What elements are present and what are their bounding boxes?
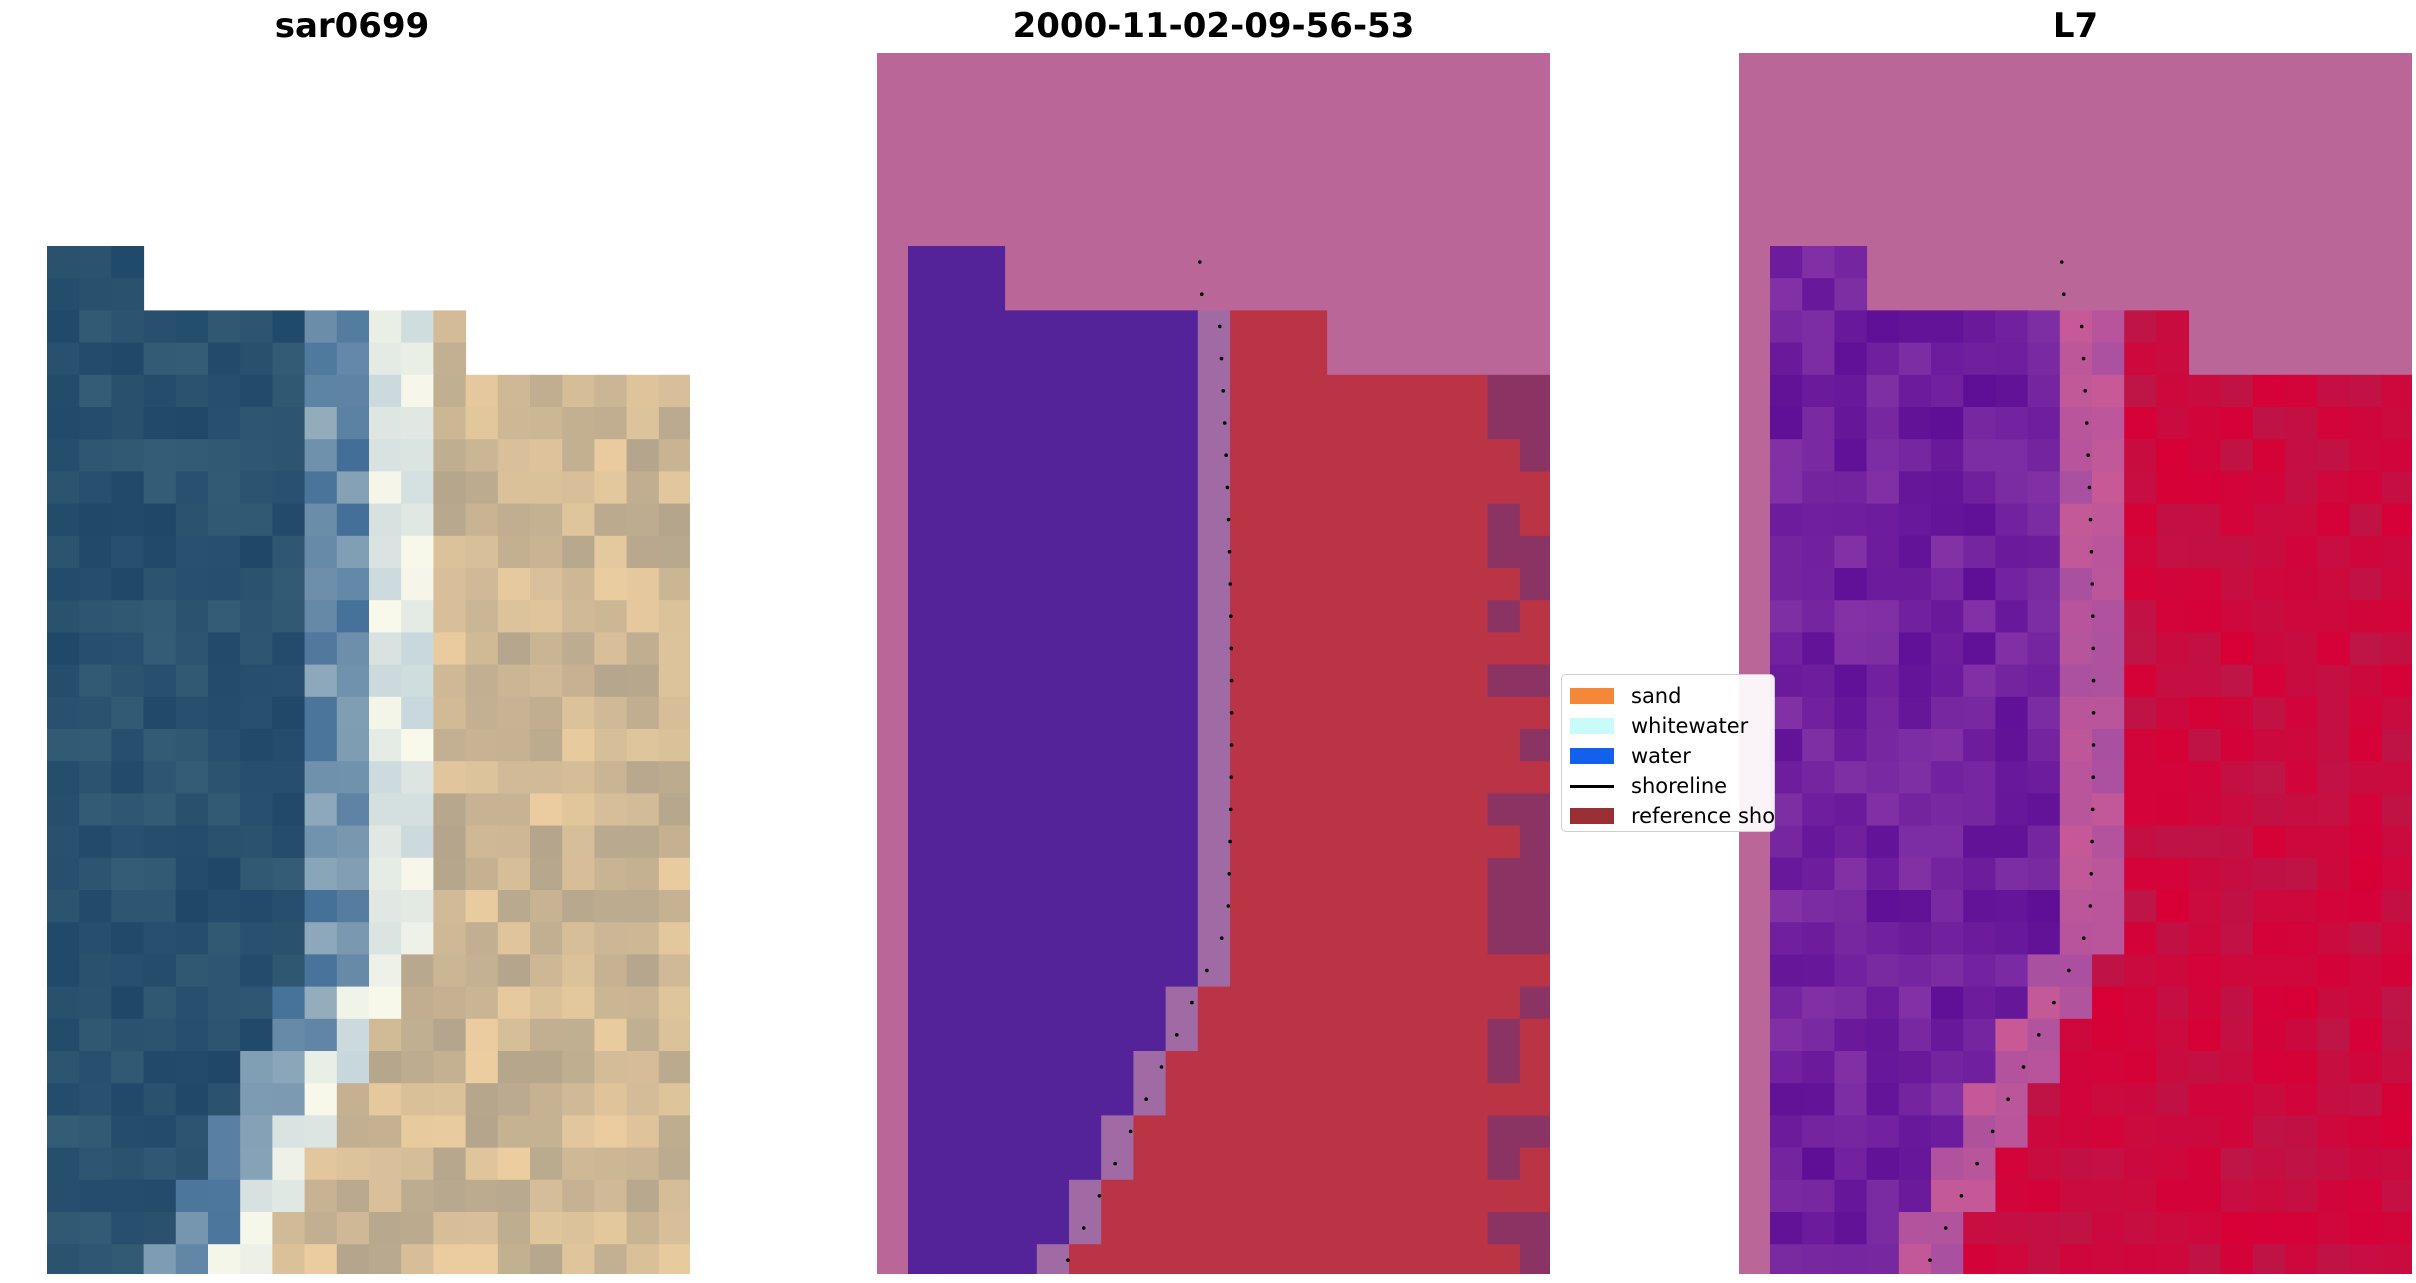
shoreline-point xyxy=(1224,453,1228,458)
shoreline-point xyxy=(2091,743,2096,747)
shoreline-point xyxy=(2090,807,2095,812)
shoreline-point xyxy=(1159,1065,1164,1069)
classification-image-panel xyxy=(877,53,1550,1274)
shoreline-point xyxy=(1226,904,1231,908)
shoreline-point xyxy=(1205,968,1209,973)
shoreline-point xyxy=(1174,1033,1179,1037)
legend-item-sand: sand xyxy=(1570,682,1681,710)
shoreline-point xyxy=(1227,550,1232,554)
shoreline-point xyxy=(2089,872,2094,876)
shoreline-point xyxy=(1229,646,1234,651)
shoreline-point xyxy=(1229,775,1234,779)
shoreline-point xyxy=(2091,678,2096,683)
panel-title-classification: 2000-11-02-09-56-53 xyxy=(1012,6,1415,46)
shoreline-point xyxy=(2090,582,2095,586)
legend-swatch-sand xyxy=(1570,688,1614,704)
legend: sand whitewater water shoreline referenc… xyxy=(1561,674,1775,832)
shoreline-point xyxy=(1229,614,1233,618)
shoreline-point xyxy=(1081,1226,1086,1230)
shoreline-point xyxy=(2059,260,2064,264)
shoreline-point xyxy=(1219,356,1224,361)
shoreline-point xyxy=(2084,421,2089,425)
raster-image xyxy=(1739,53,2412,1274)
legend-line-shoreline xyxy=(1570,784,1614,788)
shoreline-point xyxy=(1144,1097,1148,1101)
shoreline-point xyxy=(1229,743,1234,747)
legend-swatch-reference-shoreline xyxy=(1570,808,1614,824)
shoreline-point xyxy=(2091,711,2096,715)
legend-label-shoreline: shoreline xyxy=(1631,774,1728,798)
shoreline-point xyxy=(2081,356,2086,361)
shoreline-point xyxy=(2036,1033,2041,1037)
shoreline-point xyxy=(1229,678,1234,683)
legend-label-water: water xyxy=(1631,744,1691,768)
legend-swatch-water xyxy=(1570,748,1614,764)
shoreline-point xyxy=(1128,1129,1133,1134)
shoreline-point xyxy=(1975,1161,1979,1166)
shoreline-point xyxy=(2089,550,2094,554)
shoreline-point xyxy=(1228,807,1233,812)
legend-label-whitewater: whitewater xyxy=(1631,714,1749,738)
shoreline-point xyxy=(1928,1258,1932,1262)
shoreline-point xyxy=(1227,872,1232,876)
legend-label-sand: sand xyxy=(1631,684,1682,708)
shoreline-point xyxy=(1228,839,1232,844)
shoreline-point xyxy=(1229,711,1234,715)
legend-item-whitewater: whitewater xyxy=(1570,712,1748,740)
legend-swatch-whitewater xyxy=(1570,718,1614,734)
shoreline-point xyxy=(1097,1194,1102,1198)
raster-image xyxy=(47,246,690,1274)
shoreline-point xyxy=(2061,292,2066,296)
shoreline-point xyxy=(1219,936,1224,940)
legend-label-reference-shoreline: reference shoreline xyxy=(1631,804,1775,828)
legend-item-shoreline: shoreline xyxy=(1570,772,1727,800)
shoreline-point xyxy=(1221,389,1226,393)
shoreline-point xyxy=(1228,582,1233,586)
shoreline-point xyxy=(1217,324,1222,329)
shoreline-point xyxy=(2091,775,2096,779)
shoreline-point xyxy=(1225,485,1230,490)
shoreline-point xyxy=(2083,389,2088,393)
l7-image-panel xyxy=(1739,53,2412,1274)
shoreline-point xyxy=(2079,324,2084,329)
panel-title-l7: L7 xyxy=(2052,6,2099,46)
rgb-image-panel xyxy=(47,53,690,1274)
shoreline-point xyxy=(2081,936,2086,940)
legend-item-water: water xyxy=(1570,742,1691,770)
shoreline-point xyxy=(1990,1129,1995,1134)
shoreline-point xyxy=(2052,1000,2056,1005)
shoreline-point xyxy=(2086,453,2090,458)
legend-item-reference-shoreline: reference shoreline xyxy=(1570,802,1775,830)
shoreline-point xyxy=(1199,292,1204,296)
shoreline-point xyxy=(2006,1097,2010,1101)
shoreline-point xyxy=(1943,1226,1948,1230)
shoreline-point xyxy=(2091,614,2095,618)
shoreline-point xyxy=(2088,904,2093,908)
shoreline-point xyxy=(1197,260,1202,264)
shoreline-point xyxy=(1222,421,1227,425)
panel-title-rgb: sar0699 xyxy=(274,6,430,46)
shoreline-point xyxy=(1190,1000,1194,1005)
shoreline-point xyxy=(1066,1258,1070,1262)
shoreline-point xyxy=(1226,517,1231,522)
raster-image xyxy=(877,53,1550,1274)
shoreline-point xyxy=(1113,1161,1117,1166)
shoreline-point xyxy=(2021,1065,2026,1069)
shoreline-point xyxy=(2090,839,2094,844)
shoreline-point xyxy=(2067,968,2071,973)
shoreline-point xyxy=(2088,517,2093,522)
shoreline-point xyxy=(2087,485,2092,490)
shoreline-point xyxy=(2091,646,2096,651)
shoreline-point xyxy=(1959,1194,1964,1198)
